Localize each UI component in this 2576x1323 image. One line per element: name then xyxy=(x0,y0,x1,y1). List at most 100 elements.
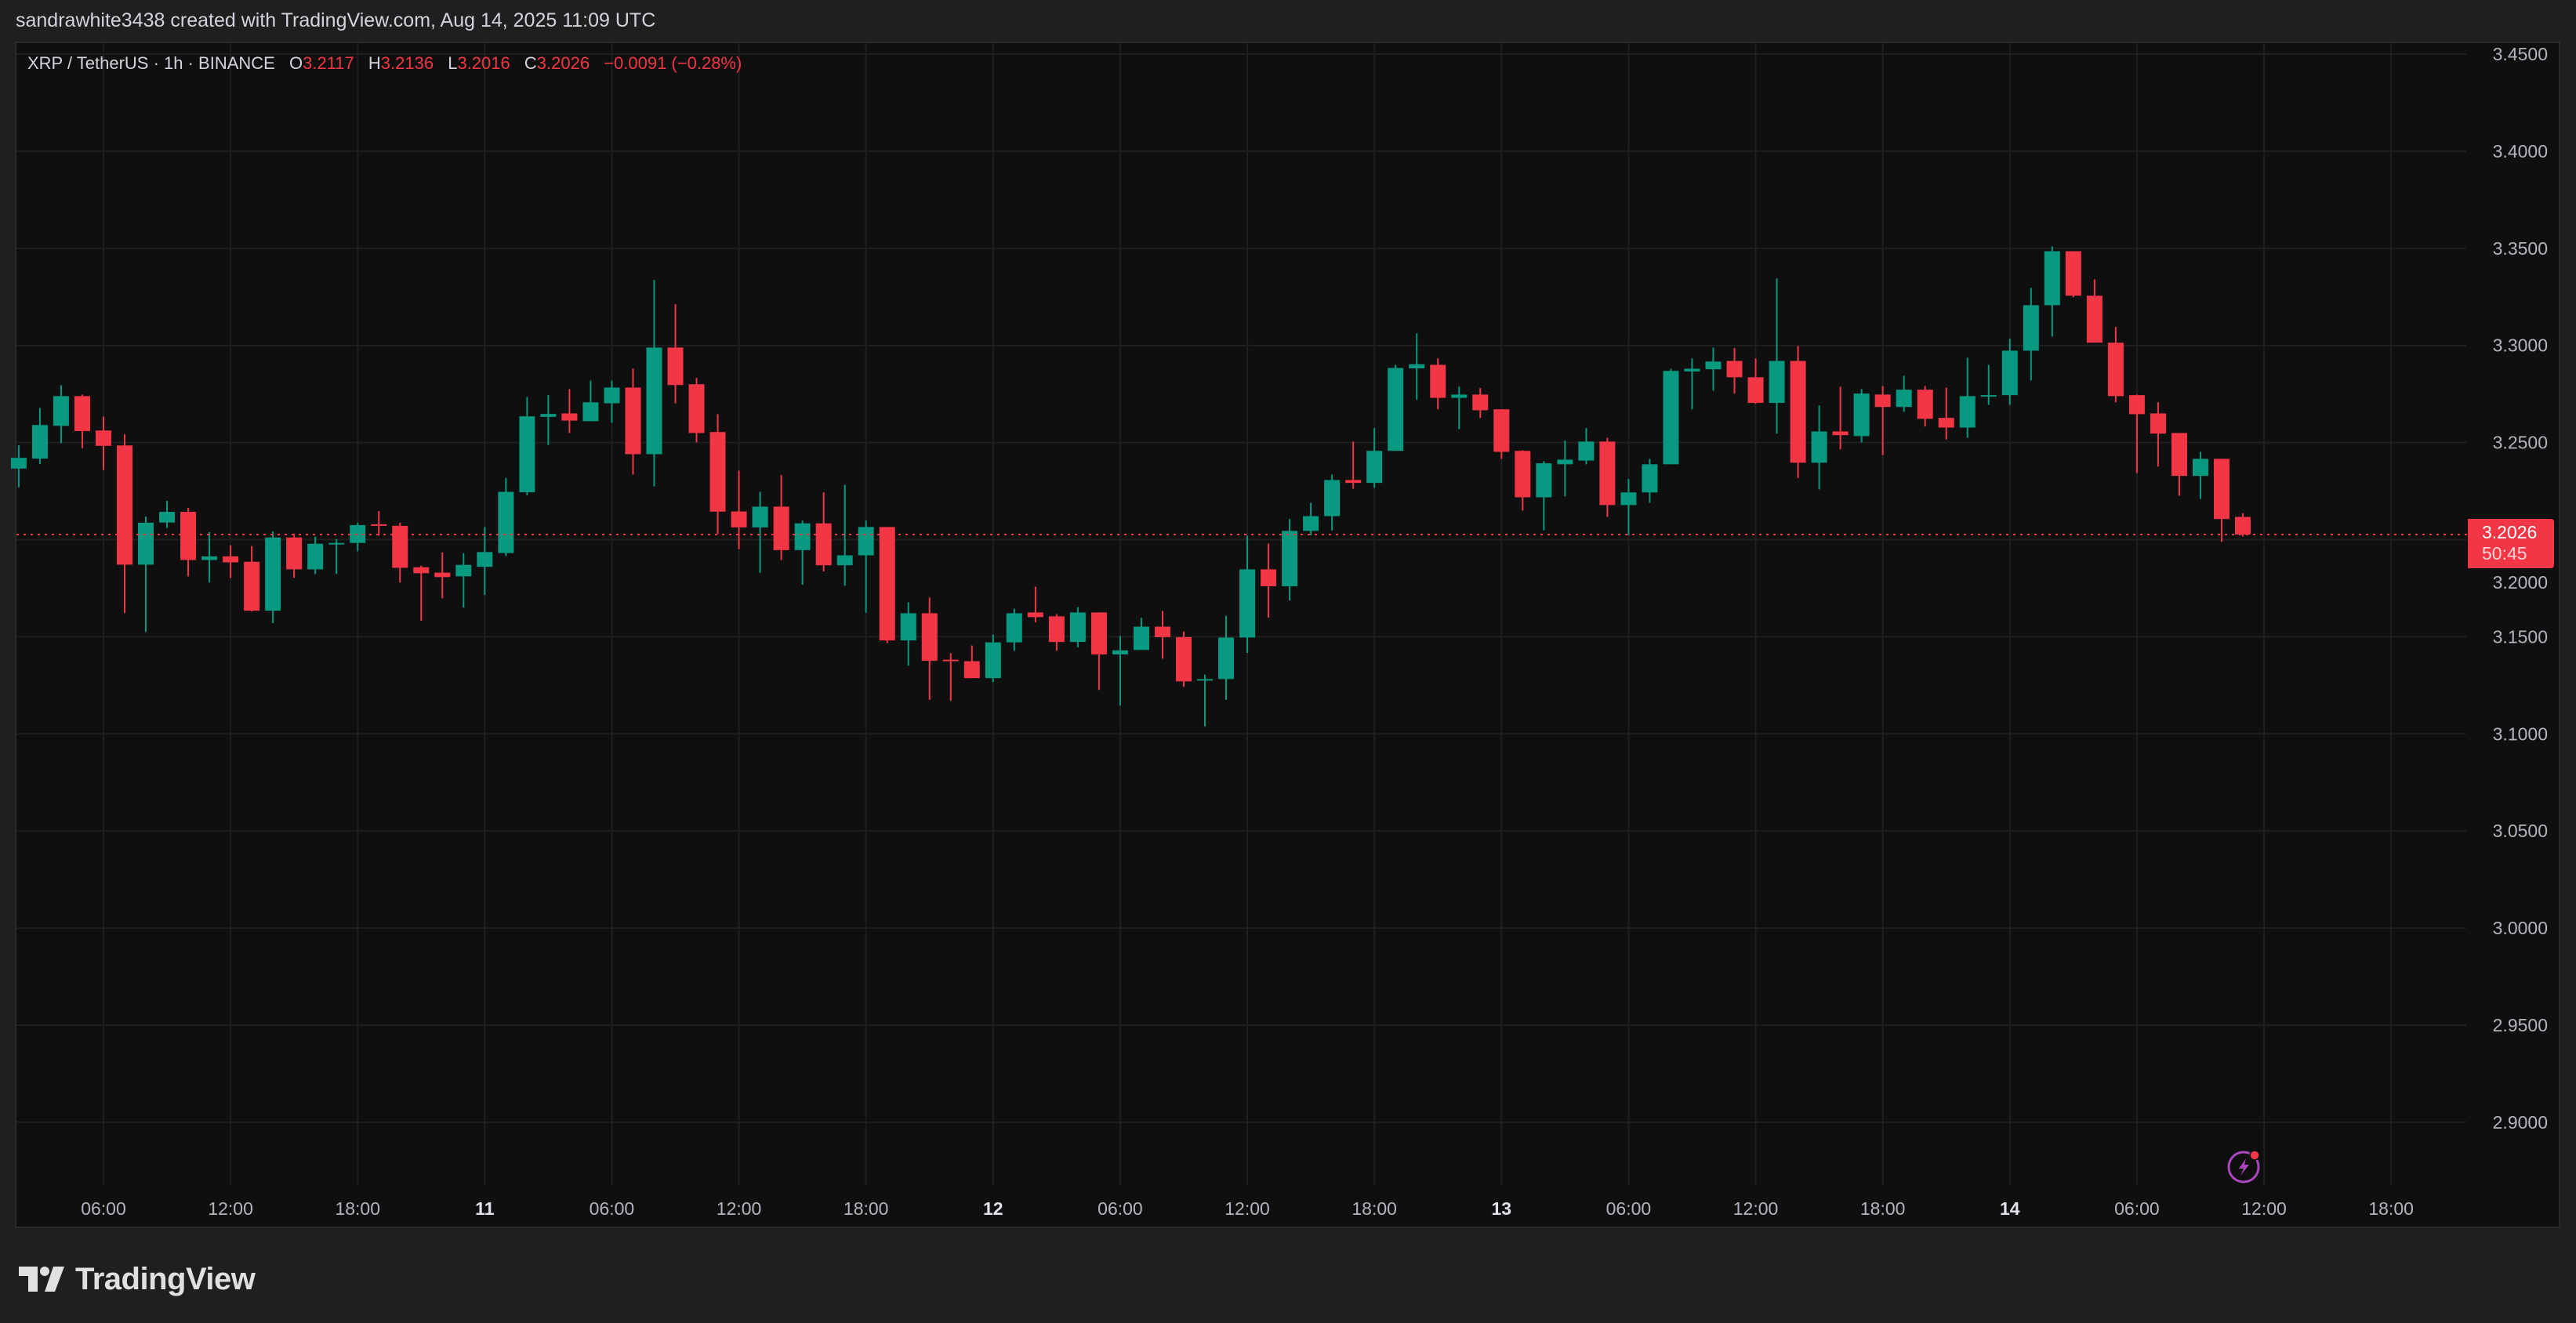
time-tick-label: 12:00 xyxy=(1733,1198,1779,1219)
time-tick-label: 06:00 xyxy=(1606,1198,1652,1219)
candle-down xyxy=(1917,386,1933,427)
candle-up xyxy=(1684,358,1700,410)
candle-body xyxy=(1154,626,1170,637)
chart-attribution: sandrawhite3438 created with TradingView… xyxy=(16,9,656,31)
candle-body xyxy=(942,659,959,662)
candle-body xyxy=(1959,396,1976,428)
candle-body xyxy=(2086,295,2103,343)
close-label: C xyxy=(524,53,537,73)
candle-up xyxy=(646,280,662,487)
candle-up xyxy=(985,634,1001,683)
candle-down xyxy=(1430,358,1446,410)
candle-up xyxy=(1451,386,1468,430)
candle-down xyxy=(1048,614,1065,651)
candle-body xyxy=(1006,613,1022,643)
lightning-alert-icon[interactable] xyxy=(2226,1148,2262,1184)
candle-body xyxy=(1853,393,1870,437)
time-tick-label: 18:00 xyxy=(844,1198,889,1219)
candle-down xyxy=(688,378,705,443)
candle-body xyxy=(307,543,324,570)
candle-body xyxy=(1874,394,1891,408)
price-tick-label: 3.2000 xyxy=(2493,572,2548,593)
candle-body xyxy=(1536,463,1552,498)
candle-down xyxy=(1472,388,1489,419)
candle-up xyxy=(138,517,154,633)
candle-up xyxy=(1239,535,1256,653)
symbol-info: XRP / TetherUS · 1h · BINANCE xyxy=(27,53,275,73)
candle-body xyxy=(2128,395,2145,415)
time-tick-label: 13 xyxy=(1492,1198,1512,1219)
candle-up xyxy=(455,553,472,608)
candle-body xyxy=(201,556,218,560)
candle-up xyxy=(1642,459,1658,503)
candle-body xyxy=(519,416,535,493)
candle-body xyxy=(1896,390,1912,408)
candle-body xyxy=(1832,431,1849,436)
candle-down xyxy=(2150,402,2166,467)
candle-down xyxy=(95,416,111,470)
candle-body xyxy=(1599,441,1616,506)
candle-down xyxy=(2213,459,2230,542)
candle-down xyxy=(2171,433,2187,496)
candle-body xyxy=(10,458,27,469)
candle-down xyxy=(773,475,789,560)
candle-up xyxy=(1959,357,1976,438)
candle-body xyxy=(1451,394,1468,398)
time-tick-label: 12:00 xyxy=(1225,1198,1270,1219)
candle-down xyxy=(625,368,641,475)
candle-down xyxy=(244,546,260,612)
candle-body xyxy=(1345,480,1362,484)
candle-body xyxy=(773,506,789,550)
candle-body xyxy=(265,537,281,611)
candle-up xyxy=(201,531,218,583)
time-tick-label: 06:00 xyxy=(81,1198,126,1219)
price-tick-label: 3.1500 xyxy=(2493,626,2548,647)
candle-up xyxy=(477,527,493,596)
candle-up xyxy=(858,520,874,613)
candle-up xyxy=(2192,451,2208,499)
candle-body xyxy=(794,523,811,550)
candle-up xyxy=(307,536,324,575)
candle-down xyxy=(963,645,980,679)
price-tick-label: 3.3500 xyxy=(2493,238,2548,259)
candle-up xyxy=(1896,375,1912,412)
candle-up xyxy=(10,445,27,488)
candle-up xyxy=(159,500,176,528)
candle-up xyxy=(1197,674,1214,727)
candle-up xyxy=(1218,615,1235,700)
candle-body xyxy=(74,396,90,431)
chart-panel[interactable] xyxy=(15,42,2560,1228)
candle-down xyxy=(1345,441,1362,489)
candle-up xyxy=(498,477,514,556)
candle-body xyxy=(1980,395,1997,397)
candle-body xyxy=(1726,361,1743,378)
candle-body xyxy=(1261,569,1277,586)
candle-up xyxy=(1578,428,1595,465)
candle-body xyxy=(582,402,599,422)
candle-down xyxy=(1938,387,1954,440)
close-value: 3.2026 xyxy=(536,53,590,73)
candle-body xyxy=(413,567,430,574)
candle-up xyxy=(1303,502,1319,536)
candle-up xyxy=(1409,333,1425,401)
price-axis: 2.9000 2.9500 3.0000 3.0500 3.1000 3.1500 3.20… xyxy=(2493,44,2548,1133)
candle-down xyxy=(413,565,430,622)
candle-body xyxy=(1112,650,1128,654)
candle-down xyxy=(1090,612,1107,690)
candle-up xyxy=(1980,364,1997,405)
candle-up xyxy=(1705,347,1722,391)
candle-body xyxy=(688,384,705,433)
price-tick-label: 3.0000 xyxy=(2493,918,2548,938)
candle-up xyxy=(350,522,366,552)
candle-down xyxy=(1027,586,1043,623)
candle-body xyxy=(1642,464,1658,493)
low-label: L xyxy=(448,53,458,73)
candle-body xyxy=(1493,409,1510,452)
candle-down xyxy=(2086,279,2103,343)
tradingview-logo[interactable]: TradingView xyxy=(19,1262,256,1296)
candle-up xyxy=(1133,618,1149,651)
candle-body xyxy=(1557,459,1573,465)
candle-body xyxy=(985,642,1001,679)
candle-down xyxy=(561,389,578,433)
